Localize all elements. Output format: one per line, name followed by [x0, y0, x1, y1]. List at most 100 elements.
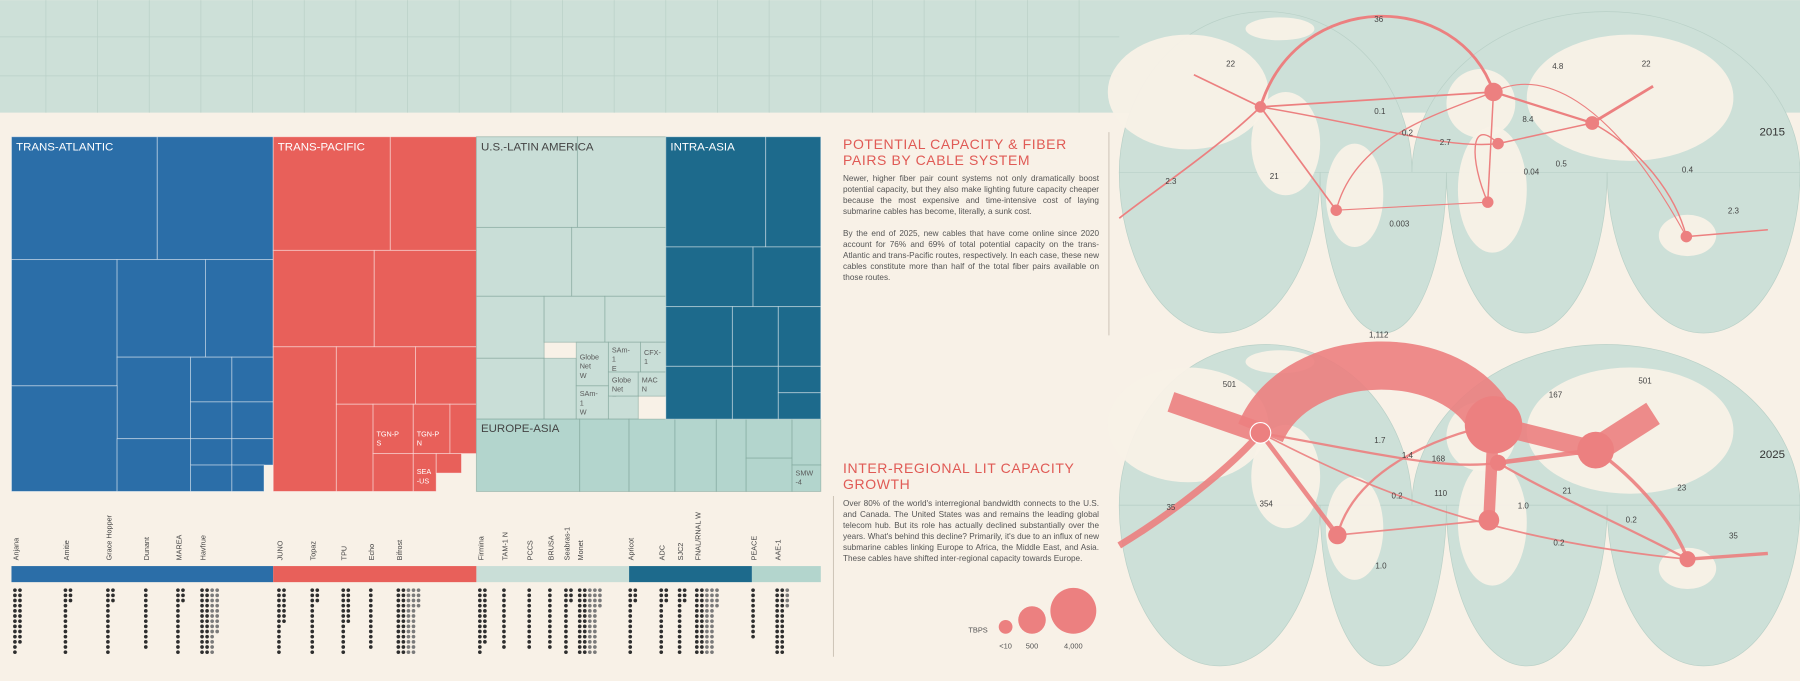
- fiber-pair-dot: [700, 593, 704, 598]
- treemap-cell: [272, 346, 337, 492]
- fiber-pair-dot: [564, 588, 568, 593]
- fiber-pair-dot: [700, 640, 704, 644]
- cable-route: [1594, 448, 1690, 560]
- fiber-pair-dot: [346, 598, 351, 603]
- fiber-pair-dot: [416, 598, 421, 603]
- fiber-pair-dot: [368, 614, 373, 618]
- fiber-pair-dot: [659, 609, 664, 613]
- treemap-cell: [607, 395, 639, 420]
- bar-segment: [751, 566, 821, 583]
- fiber-pair-dot: [659, 588, 664, 593]
- treemap-cell: [674, 418, 717, 492]
- fiber-pair-dot: [401, 645, 406, 649]
- fiber-pair-dot: [277, 588, 281, 593]
- fiber-pair-dot: [705, 634, 709, 639]
- fiber-pair-dot: [63, 588, 68, 593]
- cable-route: [1260, 91, 1494, 108]
- fiber-pair-dot: [406, 598, 411, 603]
- cable-route: [1497, 122, 1593, 145]
- treemap-cell: [752, 246, 822, 308]
- fiber-pair-dot: [341, 609, 346, 613]
- fiber-pair-dot: [694, 650, 699, 655]
- fiber-pair-dot: [527, 603, 532, 608]
- fiber-pair-dot: [775, 603, 780, 608]
- fiber-pair-dot: [406, 645, 411, 649]
- fiber-pair-dot: [700, 629, 704, 634]
- cable-route: [1591, 84, 1654, 125]
- treemap-cell: [791, 464, 822, 492]
- fiber-pair-dot: [200, 614, 204, 618]
- fiber-pair-dot: [582, 645, 587, 649]
- fiber-pair-dot: [527, 593, 532, 598]
- fiber-pair-dot: [478, 619, 482, 624]
- fiber-pair-dot: [282, 598, 286, 603]
- fiber-pair-dot: [577, 634, 582, 639]
- fiber-pair-dot: [406, 593, 411, 598]
- cable-label: PCCS: [526, 540, 535, 560]
- fiber-pair-dot: [63, 645, 68, 649]
- fiber-pair-dot: [710, 603, 714, 608]
- fiber-pair-dot: [406, 609, 411, 613]
- fiber-pair-dot: [13, 640, 17, 644]
- treemap-cell: [777, 365, 822, 394]
- fiber-pair-dot: [710, 593, 714, 598]
- fiber-pair-dot: [677, 609, 682, 613]
- cable-route: [1258, 431, 1340, 537]
- fiber-pair-dot: [411, 598, 416, 603]
- fiber-pair-dot: [68, 593, 73, 598]
- fiber-pair-dot: [368, 598, 373, 603]
- capacity-label: 0.5: [1556, 160, 1568, 169]
- fiber-pair-dot: [341, 629, 346, 634]
- fiber-pair-dot: [18, 588, 22, 593]
- cable-label: Topaz: [309, 541, 318, 561]
- group-title: TRANS-ATLANTIC: [16, 142, 113, 154]
- fiber-pair-dot: [527, 609, 532, 613]
- fiber-pair-dot: [527, 619, 532, 624]
- fiber-pair-dot: [587, 609, 592, 613]
- fiber-pair-dot: [210, 588, 214, 593]
- fiber-pair-dot: [106, 609, 110, 613]
- fiber-pair-dot: [277, 619, 281, 624]
- fiber-pair-dot: [205, 619, 209, 624]
- fiber-pair-dot: [785, 593, 790, 598]
- capacity-label: 0.1: [1374, 107, 1386, 116]
- fiber-pair-dot: [705, 624, 709, 629]
- fiber-pair-dot: [341, 603, 346, 608]
- fiber-pair-dot: [677, 629, 682, 634]
- fiber-pair-dot: [277, 645, 281, 649]
- fiber-pair-dot: [315, 593, 320, 598]
- fiber-pair-dot: [106, 650, 110, 655]
- treemap-cell: [435, 453, 462, 474]
- fiber-pair-dot: [63, 634, 68, 639]
- legend-label: <10: [999, 642, 1012, 651]
- fiber-pair-dot: [210, 598, 214, 603]
- fiber-pair-dot: [176, 609, 180, 613]
- fiber-pair-dot: [478, 634, 482, 639]
- fiber-pair-dot: [587, 593, 592, 598]
- capacity-label: 0.003: [1389, 219, 1410, 228]
- fiber-pair-dot: [780, 624, 785, 629]
- fiber-pair-dot: [310, 640, 315, 644]
- treemap-cell: [231, 438, 274, 466]
- fiber-pair-dot: [176, 603, 180, 608]
- fiber-pair-dot: [593, 645, 597, 649]
- cable-route: [1687, 551, 1768, 561]
- fiber-pair-dot: [633, 593, 638, 598]
- fiber-pair-dot: [577, 645, 582, 649]
- fiber-pair-dot: [106, 629, 110, 634]
- legend-circle: [998, 620, 1013, 634]
- fiber-pair-dot: [628, 634, 633, 639]
- fiber-pair-dot: [205, 645, 209, 649]
- fiber-pair-dot: [677, 645, 682, 649]
- hub: [1254, 101, 1267, 113]
- fiber-pair-dot: [210, 593, 214, 598]
- fiber-pair-dot: [277, 629, 281, 634]
- fiber-pair-dot: [700, 588, 704, 593]
- cable-label: Anjana: [11, 537, 20, 560]
- fiber-pair-dot: [780, 629, 785, 634]
- treemap-cell: [731, 365, 779, 420]
- capacity-label: 1,112: [1369, 331, 1389, 340]
- fiber-pair-dot: [143, 593, 148, 598]
- capacity-label: 22: [1226, 60, 1235, 69]
- treemap-cell: [604, 295, 667, 343]
